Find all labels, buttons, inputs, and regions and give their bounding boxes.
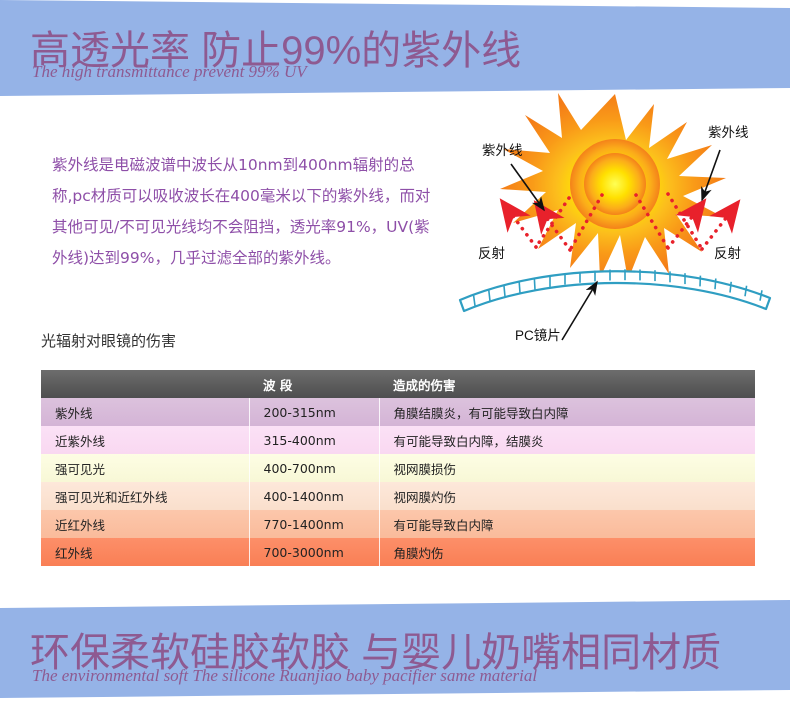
label-uv-right: 紫外线 bbox=[708, 125, 749, 140]
header-cell-band: 波 段 bbox=[249, 370, 379, 398]
cell-band: 400-700nm bbox=[248, 454, 379, 482]
cell-damage: 有可能导致白内障 bbox=[378, 510, 755, 538]
cell-type: 近紫外线 bbox=[41, 426, 249, 454]
pointer-arrow-group bbox=[510, 149, 721, 341]
pc-lens-graphic bbox=[458, 269, 772, 313]
table-row: 强可见光 400-700nm 视网膜损伤 bbox=[41, 454, 755, 482]
cell-band: 315-400nm bbox=[248, 426, 379, 454]
cell-type: 强可见光 bbox=[41, 454, 249, 482]
uv-ray-group bbox=[499, 192, 741, 252]
top-banner-shape bbox=[0, 0, 790, 96]
cell-band: 700-3000nm bbox=[248, 538, 379, 566]
sun-icon bbox=[500, 93, 726, 280]
intro-paragraph: 紫外线是电磁波谱中波长从10nm到400nm辐射的总称,pc材质可以吸收波长在4… bbox=[52, 156, 431, 267]
light-damage-table: 波 段 造成的伤害 紫外线 200-315nm 角膜结膜炎，有可能导致白内障 近… bbox=[41, 370, 755, 566]
table-row: 强可见光和近红外线 400-1400nm 视网膜灼伤 bbox=[41, 482, 755, 510]
cell-type: 红外线 bbox=[41, 538, 249, 566]
label-uv-left: 紫外线 bbox=[482, 143, 523, 158]
label-reflect-left: 反射 bbox=[478, 246, 505, 261]
table-header-row: 波 段 造成的伤害 bbox=[41, 370, 755, 398]
table-row: 近红外线 770-1400nm 有可能导致白内障 bbox=[41, 510, 755, 538]
cell-band: 400-1400nm bbox=[248, 482, 379, 510]
label-pc-lens: PC镜片 bbox=[515, 328, 561, 342]
header-cell-damage: 造成的伤害 bbox=[379, 370, 755, 398]
cell-type: 紫外线 bbox=[41, 398, 249, 426]
top-banner-subtitle: The high transmittance prevent 99% UV bbox=[32, 62, 307, 81]
cell-type: 近红外线 bbox=[41, 510, 249, 538]
cell-band: 200-315nm bbox=[248, 398, 379, 426]
table-row: 红外线 700-3000nm 角膜灼伤 bbox=[41, 538, 755, 566]
top-banner-title: 高透光率 防止99%的紫外线 bbox=[30, 29, 522, 73]
top-banner: 高透光率 防止99%的紫外线 The high transmittance pr… bbox=[0, 0, 790, 100]
table-row: 紫外线 200-315nm 角膜结膜炎，有可能导致白内障 bbox=[41, 398, 755, 426]
table-caption: 光辐射对眼镜的伤害 bbox=[41, 332, 177, 350]
label-reflect-right: 反射 bbox=[714, 246, 741, 261]
bottom-banner-shape bbox=[0, 600, 790, 698]
bottom-banner-subtitle: The environmental soft The silicone Ruan… bbox=[32, 666, 538, 685]
cell-band: 770-1400nm bbox=[248, 510, 379, 538]
uv-reflection-diagram: 紫外线 紫外线 反射 反射 PC镜片 bbox=[440, 92, 790, 342]
bottom-banner: 环保柔软硅胶软胶 与婴儿奶嘴相同材质 The environmental sof… bbox=[0, 600, 790, 705]
cell-damage: 角膜灼伤 bbox=[378, 538, 755, 566]
cell-damage: 有可能导致白内障，结膜炎 bbox=[378, 426, 755, 454]
cell-damage: 角膜结膜炎，有可能导致白内障 bbox=[378, 398, 755, 426]
cell-type: 强可见光和近红外线 bbox=[41, 482, 249, 510]
header-cell-type bbox=[41, 370, 249, 398]
cell-damage: 视网膜损伤 bbox=[378, 454, 755, 482]
cell-damage: 视网膜灼伤 bbox=[378, 482, 755, 510]
table-row: 近紫外线 315-400nm 有可能导致白内障，结膜炎 bbox=[41, 426, 755, 454]
bottom-banner-title: 环保柔软硅胶软胶 与婴儿奶嘴相同材质 bbox=[30, 631, 722, 675]
